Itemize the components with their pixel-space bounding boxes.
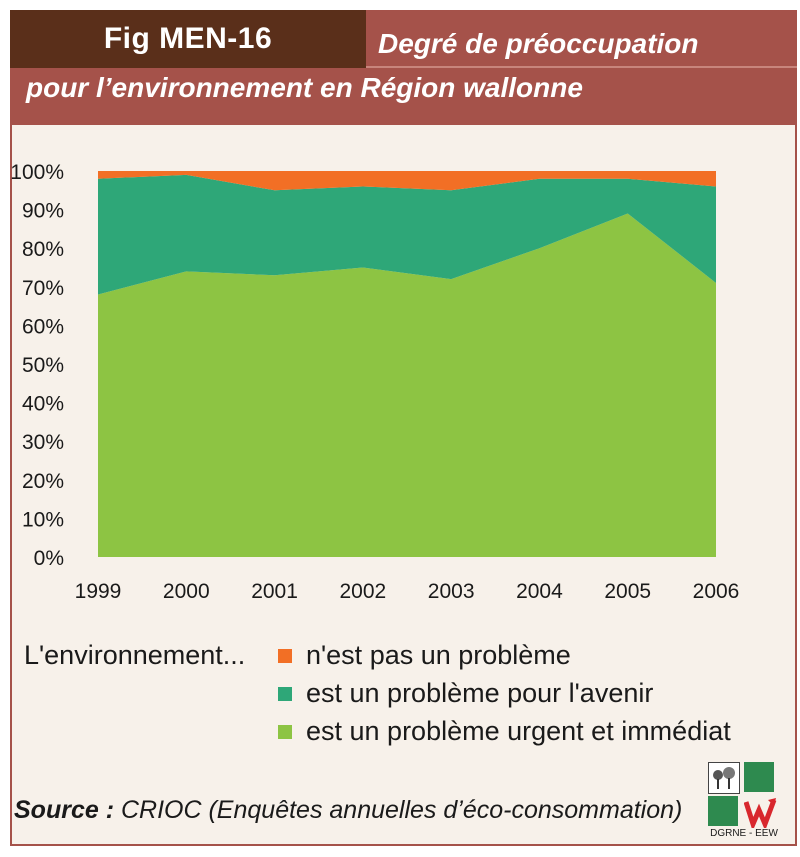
y-tick-label: 20%	[22, 470, 64, 493]
source-text: CRIOC (Enquêtes annuelles d’éco-consomma…	[120, 796, 683, 824]
logo-green-square-icon	[708, 796, 738, 826]
y-tick-label: 50%	[22, 354, 64, 377]
legend-label: est un problème urgent et immédiat	[306, 716, 731, 746]
title-line-2: pour l’environnement en Région wallonne	[26, 72, 583, 103]
y-axis-ticks: 0% 10% 20% 30% 40% 50% 60% 70% 80% 90% 100%	[10, 161, 64, 570]
legend-swatch-teal	[278, 686, 292, 701]
x-tick-label: 2005	[604, 580, 651, 603]
legend-swatch-orange	[278, 648, 292, 663]
y-tick-label: 80%	[22, 238, 64, 261]
y-tick-label: 10%	[22, 508, 64, 531]
legend-item-future-problem: est un problème pour l'avenir	[278, 678, 653, 709]
y-tick-label: 0%	[34, 547, 64, 570]
y-tick-label: 40%	[22, 393, 64, 416]
x-tick-label: 2004	[516, 580, 563, 603]
title-divider	[10, 66, 797, 68]
figure-label: Fig MEN-16	[10, 10, 366, 68]
source-note: Source : CRIOC (Enquêtes annuelles d’éco…	[14, 796, 682, 825]
y-tick-label: 60%	[22, 315, 64, 338]
y-tick-label: 70%	[22, 277, 64, 300]
logo-green-square-icon	[744, 762, 774, 792]
area-series-0	[98, 213, 716, 557]
legend-label: n'est pas un problème	[306, 640, 571, 670]
y-tick-label: 100%	[10, 161, 64, 184]
source-label: Source :	[14, 796, 115, 824]
x-tick-label: 2006	[693, 580, 740, 603]
title-line-1: Degré de préoccupation	[378, 28, 699, 59]
legend-label: est un problème pour l'avenir	[306, 678, 654, 708]
area-series-1	[98, 174, 716, 295]
legend-item-not-problem: n'est pas un problème	[278, 640, 571, 671]
logo-tree-icon	[708, 762, 740, 794]
logo-w-arrow-icon	[743, 796, 777, 832]
dgrne-logo: DGRNE - EEW	[702, 762, 786, 842]
logo-text: DGRNE - EEW	[710, 828, 778, 839]
legend-lead: L'environnement...	[24, 640, 246, 670]
area-series-2	[98, 171, 716, 191]
legend-swatch-green	[278, 724, 292, 739]
x-tick-label: 2002	[339, 580, 386, 603]
x-tick-label: 2001	[251, 580, 298, 603]
x-axis-ticks: 1999 2000 2001 2002 2003 2004 2005 2006	[75, 580, 740, 603]
x-tick-label: 1999	[75, 580, 122, 603]
legend-item-urgent-problem: est un problème urgent et immédiat	[278, 716, 731, 747]
x-tick-label: 2003	[428, 580, 475, 603]
plot-areas	[98, 171, 716, 557]
y-tick-label: 90%	[22, 200, 64, 223]
y-tick-label: 30%	[22, 431, 64, 454]
x-tick-label: 2000	[163, 580, 210, 603]
